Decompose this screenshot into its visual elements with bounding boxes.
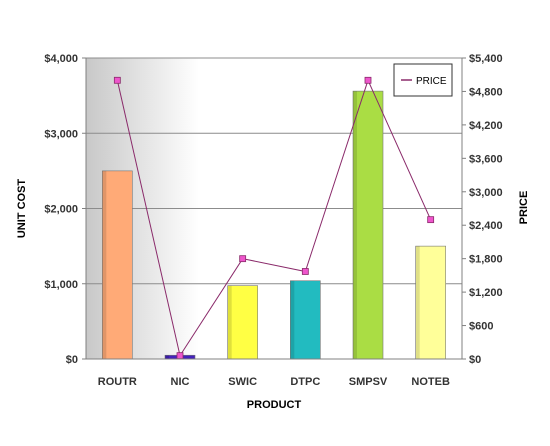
y-tick-label: $3,000 [44, 128, 78, 140]
x-tick-label: NIC [171, 376, 190, 388]
legend-label-price: PRICE [416, 76, 447, 87]
y-tick-label: $4,000 [44, 53, 78, 65]
bar-shade [415, 246, 420, 359]
price-point-dtpc [301, 268, 309, 275]
bar-routr [102, 170, 133, 360]
x-tick-label: DTPC [290, 376, 320, 388]
y2-tick-label: $4,800 [469, 86, 503, 98]
y2-tick-label: $5,400 [469, 53, 503, 65]
y2-tick-label: $1,200 [469, 287, 503, 299]
bar-shade [102, 170, 107, 359]
y2-tick-label: $2,400 [469, 220, 503, 232]
y2-tick-label: $4,200 [469, 120, 503, 132]
y2-tick-label: $0 [469, 354, 481, 366]
legend: PRICE [393, 63, 453, 97]
x-tick-label: SWIC [228, 376, 257, 388]
y2-tick-label: $1,800 [469, 254, 503, 266]
price-point-routr [113, 76, 121, 84]
y-tick-label: $2,000 [44, 204, 78, 216]
bar-smpsv [352, 90, 384, 360]
price-point-nic [176, 352, 184, 360]
x-tick-label: ROUTR [98, 376, 137, 388]
bar-shade [227, 285, 232, 359]
bar-noteb [415, 245, 446, 360]
bar-dtpc [290, 280, 321, 360]
y-tick-label: $1,000 [44, 279, 78, 291]
x-tick-label: NOTEB [411, 376, 450, 388]
x-axis-title: PRODUCT [247, 399, 302, 411]
price-point-smpsv [364, 76, 372, 84]
tick-labels: $0 $1,000 $2,000 $3,000 $4,000 $0 $600 $1,200 $1… [44, 53, 502, 388]
y2-tick-label: $3,600 [469, 153, 503, 165]
y2-axis-title: PRICE [518, 191, 530, 225]
x-tick-label: SMPSV [349, 376, 388, 388]
bar-shade [353, 91, 357, 360]
y-axis-title: UNIT COST [16, 179, 28, 239]
bar-series [102, 90, 446, 360]
price-line-series [113, 76, 435, 360]
bar-shade [290, 280, 295, 359]
price-line [116, 78, 432, 357]
bar-swic [227, 285, 258, 360]
price-point-noteb [427, 216, 435, 224]
y-tick-label: $0 [66, 354, 78, 366]
y2-tick-label: $600 [469, 321, 493, 333]
y2-tick-label: $3,000 [469, 187, 503, 199]
price-point-swic [239, 255, 247, 263]
bar-shade [165, 355, 169, 359]
